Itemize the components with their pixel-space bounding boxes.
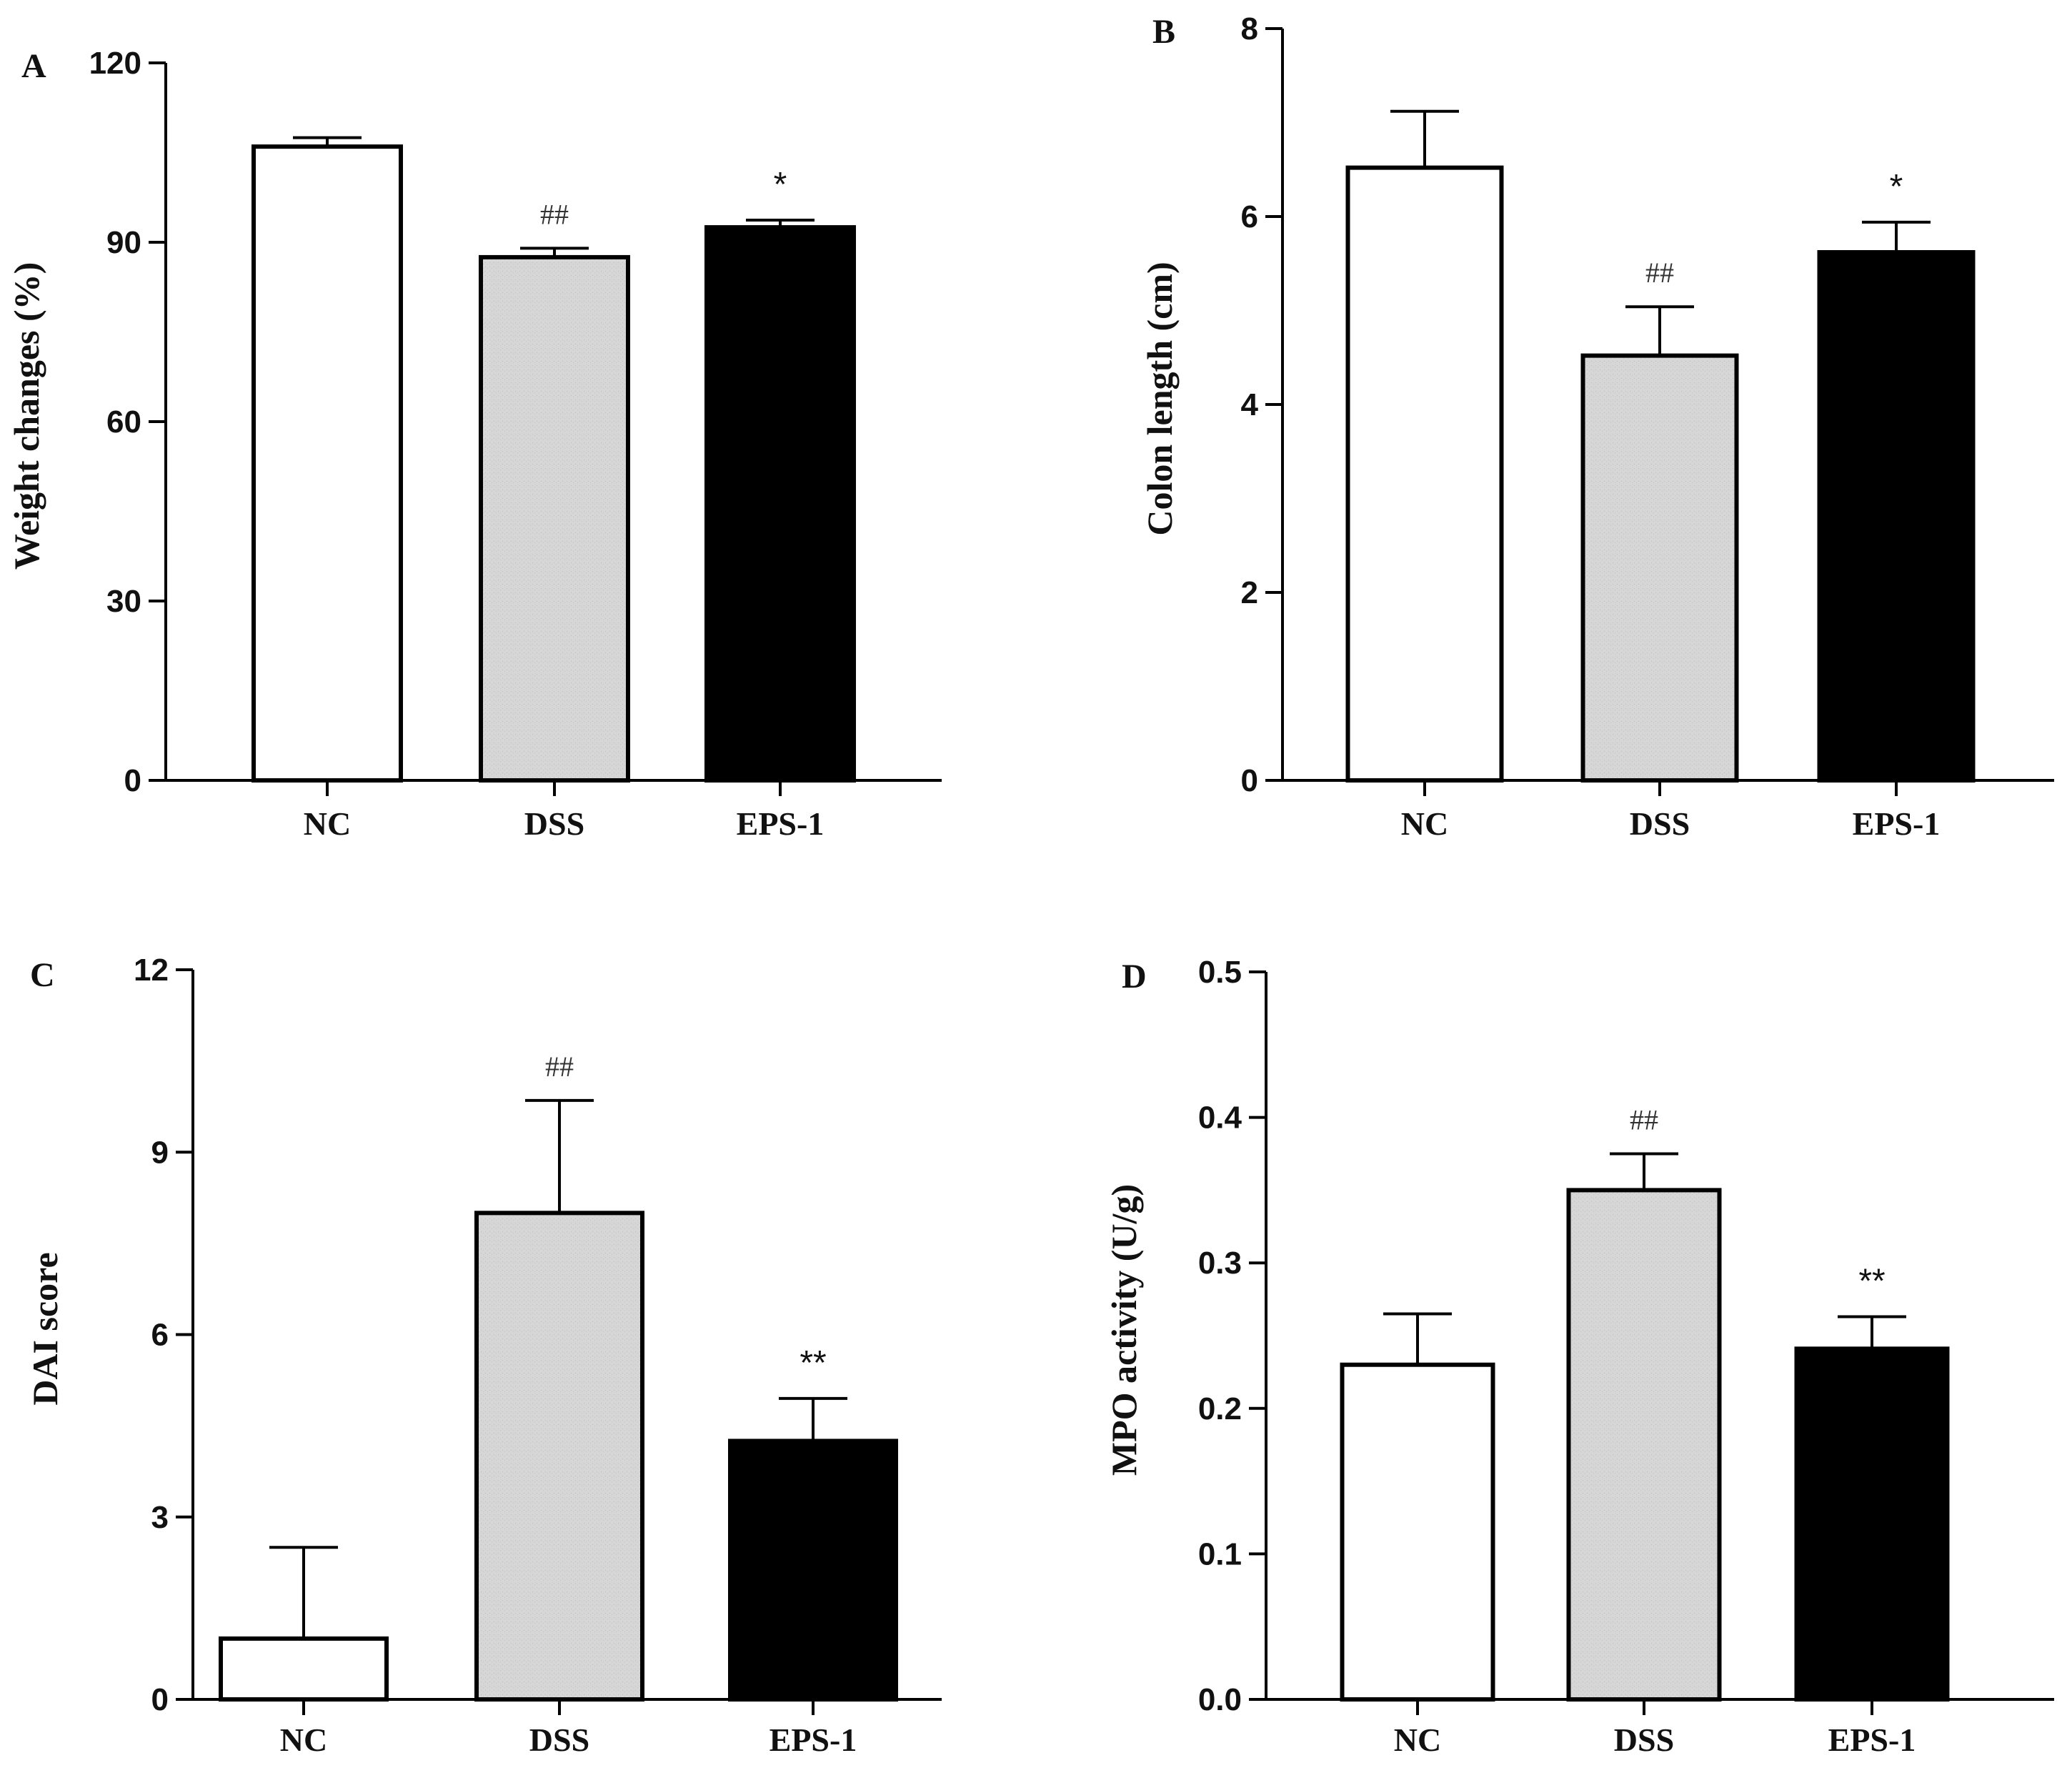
y-tick-label-c: 0 xyxy=(151,1682,169,1717)
significance-a-eps-1: * xyxy=(774,166,787,204)
y-tick-label-a: 0 xyxy=(124,763,141,798)
y-tick-label-a: 30 xyxy=(106,584,141,619)
significance-d-eps-1: ** xyxy=(1858,1263,1885,1301)
y-tick-label-c: 6 xyxy=(151,1318,169,1353)
x-category-label-a: DSS xyxy=(524,805,584,842)
significance-c-dss: ## xyxy=(545,1051,574,1083)
bar-d-eps-1 xyxy=(1794,1346,1950,1702)
bar-c-eps-1 xyxy=(728,1439,898,1702)
significance-b-eps-1: * xyxy=(1890,168,1903,206)
y-tick-label-d: 0.3 xyxy=(1198,1246,1242,1281)
y-tick-label-d: 0.2 xyxy=(1198,1391,1242,1426)
y-tick-label-d: 0.5 xyxy=(1198,955,1242,990)
y-tick-label-b: 2 xyxy=(1241,575,1258,610)
panel-label-b: B xyxy=(1152,13,1175,51)
y-axis-label-c: DAI score xyxy=(25,1252,65,1405)
bar-b-dss xyxy=(1580,353,1739,783)
y-tick-label-b: 4 xyxy=(1241,387,1259,422)
y-tick-label-d: 0.4 xyxy=(1198,1101,1242,1136)
y-tick-label-c: 12 xyxy=(134,953,169,988)
x-category-label-a: EPS-1 xyxy=(737,805,825,842)
y-tick-label-b: 0 xyxy=(1241,763,1258,798)
x-category-label-d: DSS xyxy=(1614,1722,1674,1758)
panel-label-a: A xyxy=(21,47,46,85)
y-tick-label-c: 3 xyxy=(151,1500,169,1535)
panel-label-d: D xyxy=(1122,958,1147,995)
y-tick-label-a: 90 xyxy=(106,225,141,260)
y-tick-label-c: 9 xyxy=(151,1135,169,1170)
y-axis-label-b: Colon length (cm) xyxy=(1140,262,1180,535)
x-category-label-d: EPS-1 xyxy=(1828,1722,1916,1758)
bar-b-eps-1 xyxy=(1817,249,1976,783)
x-category-label-a: NC xyxy=(304,805,351,842)
y-tick-label-a: 120 xyxy=(89,46,141,81)
significance-b-dss: ## xyxy=(1645,257,1674,289)
y-tick-label-d: 0.1 xyxy=(1198,1536,1242,1571)
x-category-label-b: DSS xyxy=(1630,805,1690,842)
y-tick-label-a: 60 xyxy=(106,404,141,439)
bar-a-eps-1 xyxy=(704,225,856,783)
bar-c-nc xyxy=(219,1636,389,1702)
y-axis-label-a: Weight changes (%) xyxy=(6,262,46,570)
x-category-label-c: NC xyxy=(280,1722,327,1758)
y-tick-label-b: 8 xyxy=(1241,11,1258,46)
x-category-label-d: NC xyxy=(1394,1722,1441,1758)
x-category-label-c: DSS xyxy=(529,1722,589,1758)
bar-d-dss xyxy=(1566,1188,1722,1702)
significance-d-dss: ## xyxy=(1630,1104,1658,1136)
y-axis-label-d: MPO activity (U/g) xyxy=(1104,1184,1144,1476)
y-tick-label-d: 0.0 xyxy=(1198,1682,1242,1717)
significance-c-eps-1: ** xyxy=(800,1344,826,1382)
x-category-label-c: EPS-1 xyxy=(769,1722,857,1758)
significance-a-dss: ## xyxy=(540,198,569,230)
x-category-label-b: NC xyxy=(1401,805,1448,842)
bar-c-dss xyxy=(474,1211,644,1702)
x-category-label-b: EPS-1 xyxy=(1853,805,1941,842)
bar-a-nc xyxy=(251,144,403,783)
bar-d-nc xyxy=(1340,1362,1495,1702)
y-tick-label-b: 6 xyxy=(1241,199,1258,234)
bar-a-dss xyxy=(479,254,630,783)
panel-label-c: C xyxy=(30,956,55,994)
bar-b-nc xyxy=(1345,165,1504,783)
